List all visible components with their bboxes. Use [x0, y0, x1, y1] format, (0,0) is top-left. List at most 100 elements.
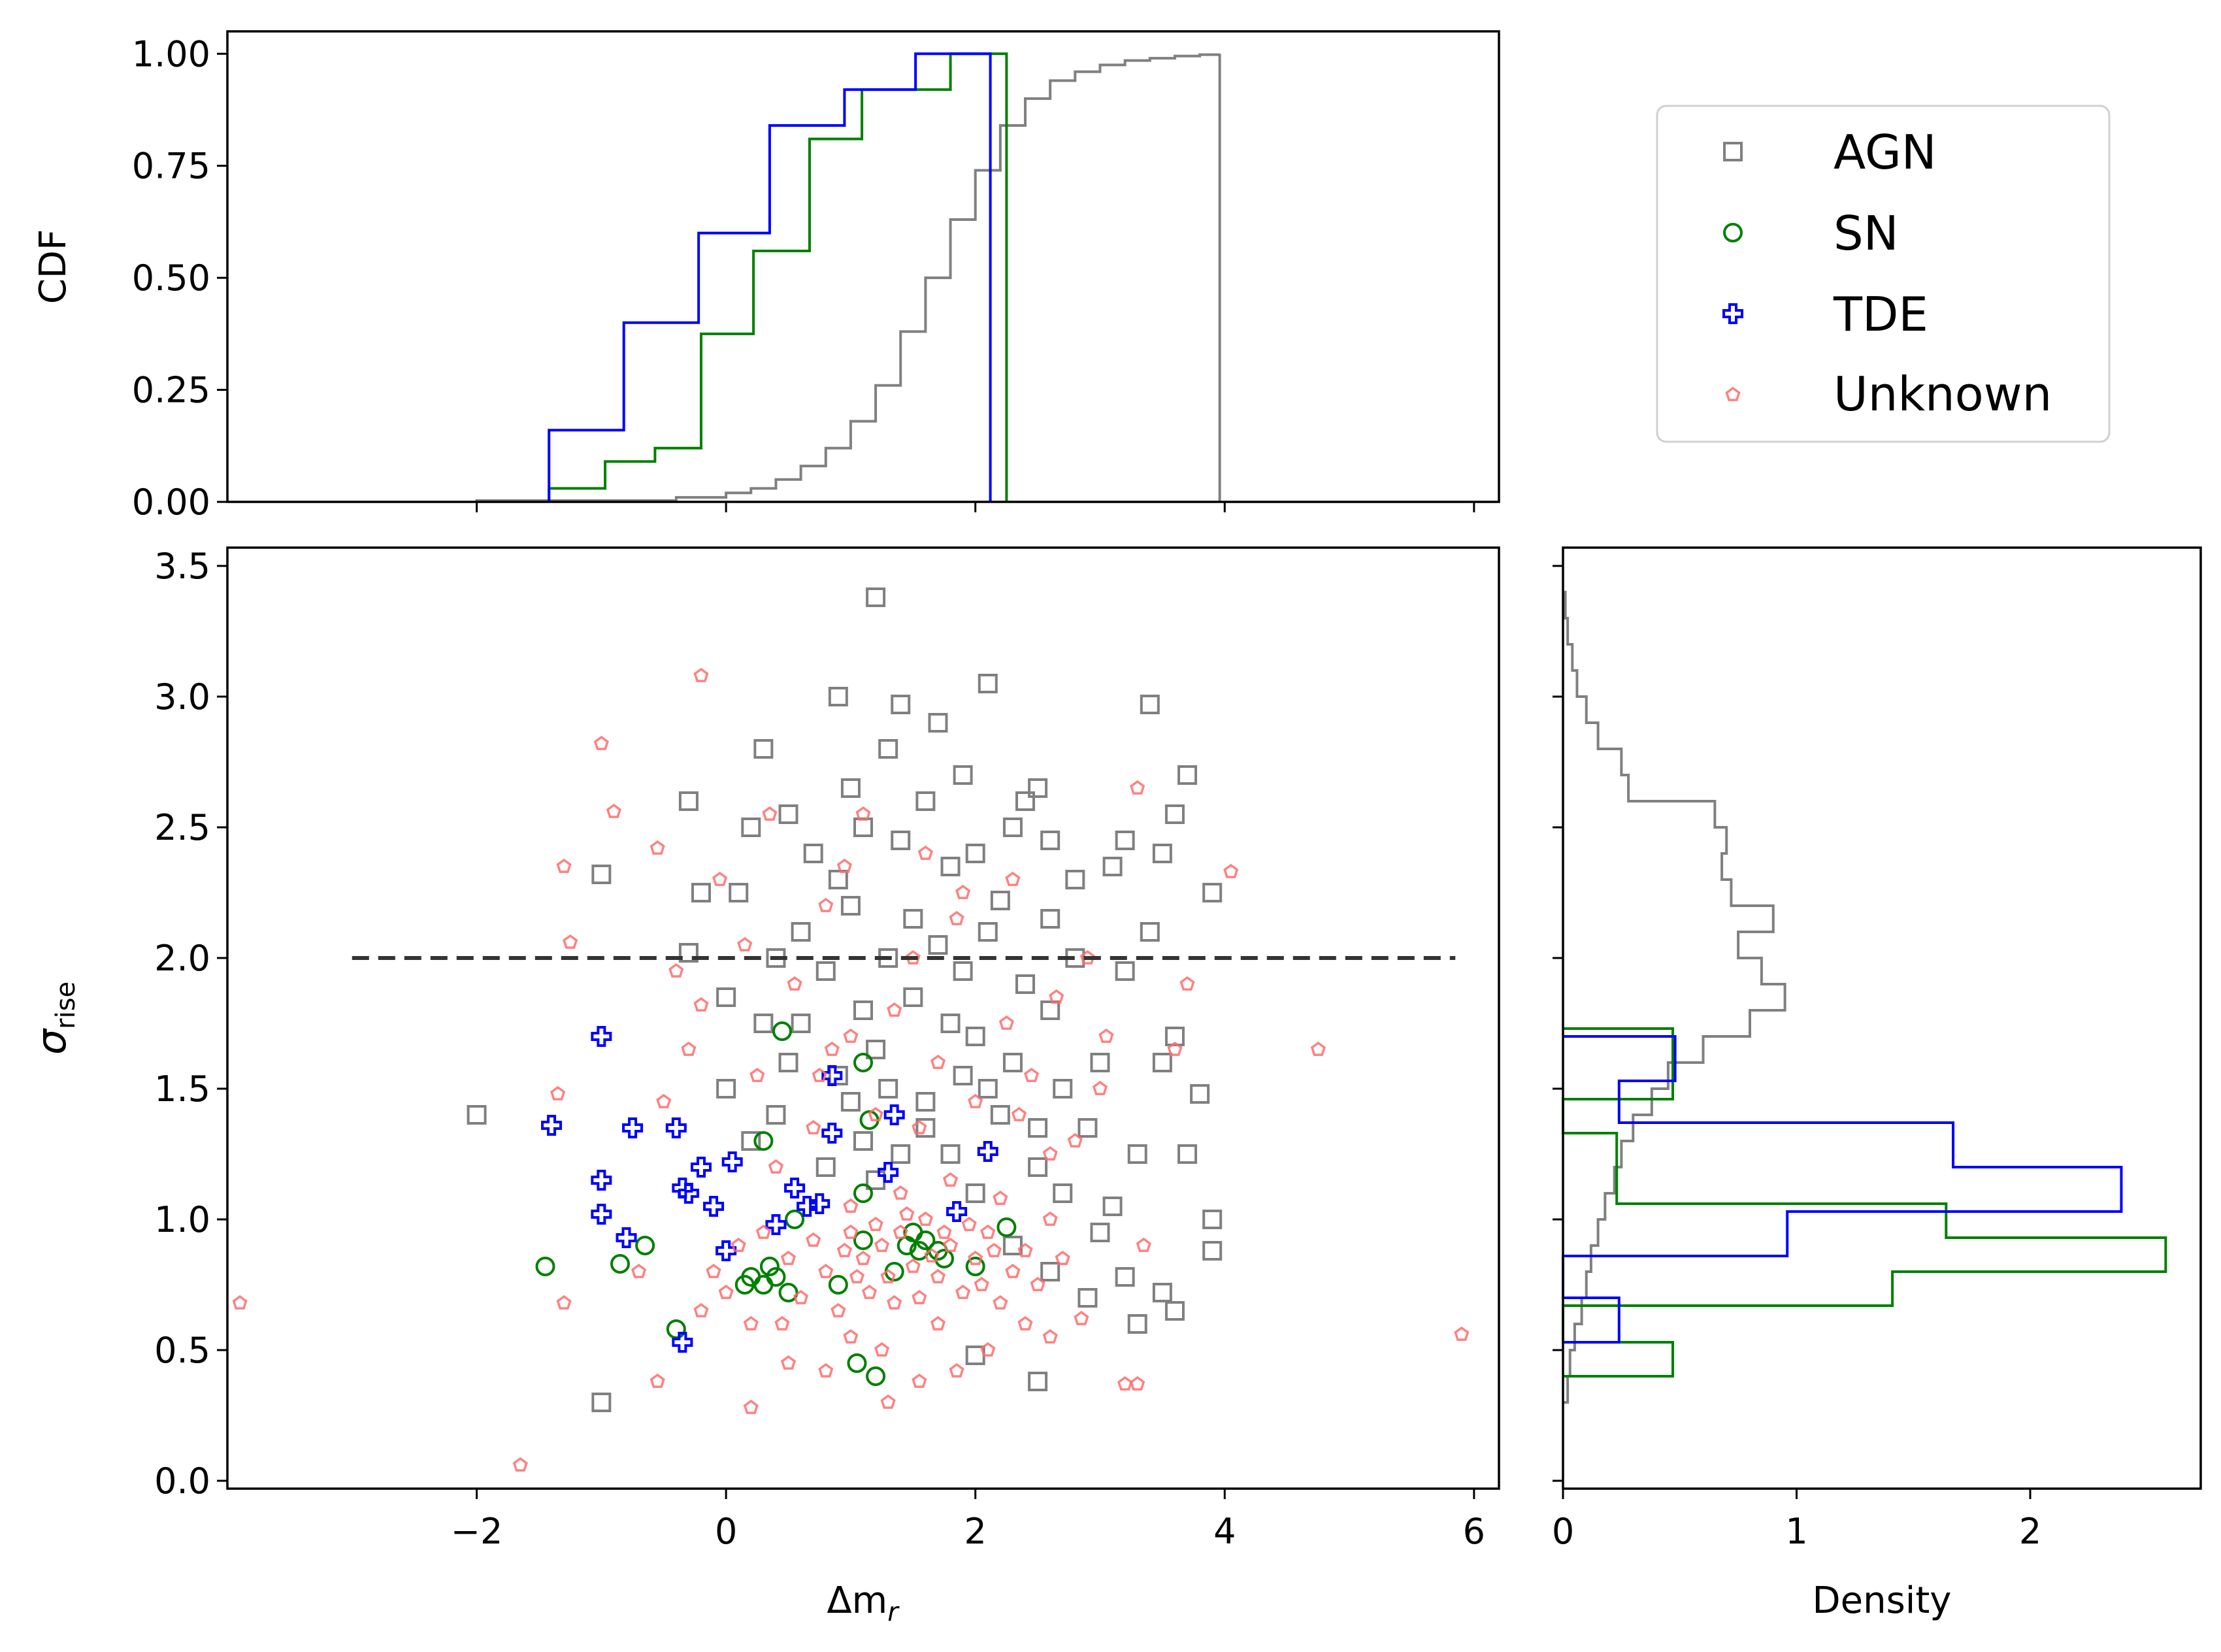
unknown-point	[780, 1355, 797, 1370]
unknown-point	[905, 1258, 921, 1273]
legend-marker-tde	[1722, 303, 1743, 324]
unknown-point	[1310, 1041, 1326, 1056]
scatter-y-tick-label: 0.0	[154, 1461, 210, 1502]
density-panel: 0 1 2 Density	[1552, 546, 2202, 1622]
agn-point	[1152, 844, 1172, 863]
cdf-x-ticks	[476, 502, 1475, 512]
agn-point	[1015, 974, 1036, 994]
cdf-y-tick-label: 0.50	[132, 257, 210, 299]
agn-point	[753, 739, 774, 759]
legend-label-agn: AGN	[1834, 125, 1937, 180]
unknown-point	[949, 1363, 964, 1378]
tde-point	[703, 1196, 725, 1217]
cdf-y-tick-label: 0.00	[132, 482, 210, 523]
tde-point	[784, 1178, 806, 1198]
agn-point	[940, 1144, 961, 1164]
agn-point	[1090, 1053, 1110, 1072]
cdf-line-agn	[475, 53, 1221, 502]
tde-point	[690, 1157, 712, 1178]
agn-point	[1177, 1144, 1198, 1164]
sn-point	[766, 1267, 786, 1287]
agn-point	[741, 818, 761, 837]
agn-point	[1040, 1000, 1061, 1020]
agn-point	[940, 1014, 961, 1033]
legend-label-sn: SN	[1834, 206, 1899, 261]
tde-point	[765, 1214, 787, 1235]
agn-point	[591, 865, 612, 884]
unknown-point	[861, 1284, 878, 1299]
density-hist-agn	[1563, 591, 1786, 1404]
unknown-point	[874, 1237, 890, 1252]
agn-point	[840, 896, 861, 916]
scatter-series-sn	[535, 1021, 1017, 1386]
agn-point	[866, 587, 886, 607]
unknown-point	[874, 1342, 890, 1357]
agn-point	[828, 1066, 848, 1085]
scatter-x-tick-label: 6	[1463, 1511, 1485, 1552]
agn-point	[1040, 909, 1061, 929]
unknown-point	[917, 845, 933, 860]
unknown-point	[880, 1268, 896, 1283]
cdf-frame	[226, 30, 1500, 503]
agn-point	[891, 695, 911, 714]
density-x-tick-label: 2	[2019, 1511, 2041, 1552]
unknown-point	[563, 934, 578, 949]
scatter-x-tick-label: −2	[451, 1511, 503, 1552]
unknown-point	[836, 1242, 852, 1257]
unknown-point	[1167, 1041, 1183, 1056]
agn-point	[1115, 831, 1135, 850]
agn-point	[729, 883, 749, 902]
unknown-point	[1098, 1028, 1114, 1043]
tde-point	[883, 1104, 905, 1125]
agn-point	[1028, 1372, 1048, 1391]
scatter-y-axis-title: σrise	[27, 982, 81, 1055]
agn-point	[990, 891, 1010, 910]
agn-point	[903, 909, 923, 929]
unknown-point	[232, 1295, 248, 1310]
legend-box	[1656, 105, 2111, 443]
unknown-point	[731, 1237, 746, 1252]
unknown-point	[868, 1106, 883, 1121]
density-x-axis-title: Density	[1813, 1579, 1952, 1622]
unknown-point	[974, 1276, 989, 1291]
scatter-y-tick-label: 2.5	[154, 807, 210, 848]
agn-point	[1078, 1118, 1098, 1138]
cdf-line-sn	[548, 52, 1008, 502]
unknown-point	[556, 1295, 572, 1310]
unknown-point	[887, 1002, 902, 1017]
sn-point	[772, 1021, 792, 1041]
agn-point	[803, 844, 823, 863]
unknown-point	[693, 997, 709, 1012]
agn-point	[965, 1027, 985, 1046]
agn-point	[753, 1014, 774, 1033]
unknown-point	[631, 1263, 647, 1278]
agn-point	[978, 674, 998, 693]
sn-point	[753, 1131, 774, 1151]
tde-point	[665, 1117, 687, 1138]
scatter-frame	[226, 546, 1500, 1490]
unknown-point	[1042, 1329, 1058, 1344]
scatter-y-tick-label: 1.5	[154, 1068, 210, 1110]
sn-point	[828, 1275, 848, 1295]
scatter-y-ticks: 0.0 0.5 1.0 1.5 2.0 2.5 3.0 3.5	[154, 546, 227, 1502]
scatter-y-tick-label: 0.5	[154, 1330, 210, 1371]
agn-point	[678, 791, 699, 811]
agn-point	[878, 1079, 898, 1099]
agn-point	[1040, 831, 1061, 850]
scatter-y-tick-label: 3.5	[154, 546, 210, 587]
unknown-point	[737, 936, 753, 951]
agn-point	[691, 883, 711, 902]
agn-point	[965, 844, 985, 863]
agn-point	[1127, 1144, 1147, 1164]
agn-point	[1015, 791, 1036, 811]
agn-point	[1177, 765, 1198, 785]
agn-point	[928, 713, 948, 733]
agn-point	[716, 1079, 736, 1099]
agn-point	[878, 739, 898, 759]
agn-point	[1002, 818, 1023, 837]
legend: AGN SN TDE Unknown	[1656, 105, 2111, 443]
sn-point	[965, 1257, 985, 1276]
agn-point	[1164, 1301, 1185, 1321]
legend-label-tde: TDE	[1833, 287, 1928, 342]
unknown-point	[843, 1028, 859, 1043]
